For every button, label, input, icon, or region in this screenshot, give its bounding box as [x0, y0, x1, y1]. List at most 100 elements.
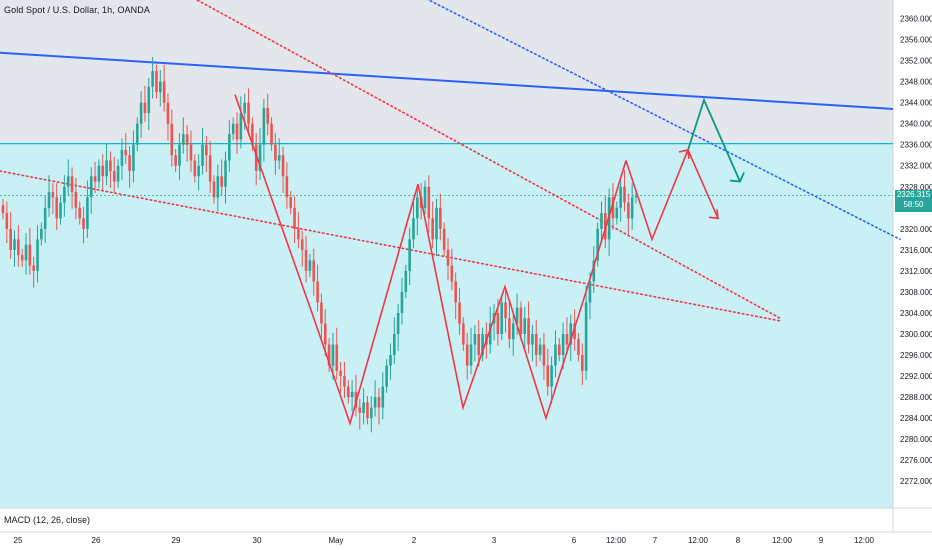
candle	[550, 365, 553, 387]
candle	[155, 71, 158, 93]
y-tick-label: 2276.000	[900, 456, 932, 465]
candle	[212, 181, 216, 198]
candle	[231, 123, 235, 135]
candle	[320, 302, 323, 324]
y-tick-label: 2272.000	[900, 477, 932, 486]
candle	[404, 270, 408, 292]
y-tick-label: 2336.000	[900, 141, 932, 150]
candle	[454, 281, 457, 303]
x-tick-label: 8	[736, 536, 741, 545]
candle	[162, 81, 166, 103]
candle	[270, 123, 273, 145]
candle	[43, 207, 47, 229]
last-price-value: 2326.315	[896, 189, 931, 199]
candle	[20, 255, 24, 261]
candle	[304, 249, 308, 271]
candle	[462, 323, 465, 345]
candle	[393, 334, 396, 356]
y-tick-label: 2344.000	[900, 99, 932, 108]
candle	[170, 123, 174, 156]
y-tick-label: 2332.000	[900, 162, 932, 171]
candle	[308, 260, 312, 271]
candle	[358, 407, 362, 413]
y-tick-label: 2340.000	[900, 120, 932, 129]
y-tick-label: 2312.000	[900, 267, 932, 276]
candle	[373, 397, 377, 408]
x-tick-label: 12:00	[772, 536, 793, 545]
candle	[538, 344, 542, 356]
candle	[28, 244, 32, 266]
projection-path	[625, 149, 689, 242]
candle	[408, 239, 411, 271]
y-tick-label: 2296.000	[900, 351, 932, 360]
candle	[366, 402, 369, 419]
y-tick-label: 2316.000	[900, 246, 932, 255]
bearish-projection	[687, 149, 719, 219]
y-tick-label: 2352.000	[900, 57, 932, 66]
candle	[389, 355, 392, 366]
candle	[542, 344, 546, 366]
y-tick-label: 2304.000	[900, 309, 932, 318]
candle	[546, 365, 550, 387]
chart-title: Gold Spot / U.S. Dollar, 1h, OANDA	[4, 5, 150, 15]
candle	[423, 186, 427, 208]
candle	[235, 123, 239, 140]
y-tick-label: 2284.000	[900, 414, 932, 423]
x-tick-label: 2	[412, 536, 417, 545]
candle	[251, 123, 254, 145]
y-tick-label: 2356.000	[900, 36, 932, 45]
candle	[477, 334, 481, 356]
candle	[124, 149, 128, 156]
x-tick-label: 6	[572, 536, 577, 545]
candle	[496, 312, 500, 334]
candle	[197, 165, 200, 177]
candle	[266, 107, 270, 124]
candle	[561, 334, 565, 356]
candle	[239, 113, 243, 140]
candle	[600, 213, 603, 229]
candle	[527, 318, 530, 345]
candle	[82, 218, 85, 229]
candle	[446, 249, 450, 266]
bear-arrow-icon	[708, 209, 719, 220]
x-tick-label: 12:00	[606, 536, 627, 545]
candle	[619, 186, 622, 208]
x-tick-label: 25	[14, 536, 23, 545]
candle	[458, 302, 461, 324]
candle	[1, 205, 5, 214]
candle	[178, 144, 181, 166]
x-tick-label: 12:00	[688, 536, 709, 545]
candle	[611, 197, 615, 219]
x-tick-label: 3	[492, 536, 497, 545]
x-tick-label: May	[328, 536, 343, 545]
candle	[554, 344, 557, 366]
candle	[97, 165, 101, 182]
candle	[13, 239, 16, 250]
candle	[220, 176, 223, 187]
candle	[274, 144, 277, 161]
candle	[254, 144, 258, 171]
candle	[534, 334, 538, 356]
candle	[592, 260, 596, 282]
candle	[627, 202, 630, 219]
candle	[86, 197, 89, 229]
y-tick-label: 2280.000	[900, 435, 932, 444]
candle	[51, 192, 55, 198]
candle	[400, 291, 404, 313]
candle	[412, 218, 415, 240]
candle	[5, 213, 9, 229]
candle	[481, 334, 484, 356]
y-tick-label: 2308.000	[900, 288, 932, 297]
candle	[573, 323, 576, 340]
candle	[630, 197, 634, 219]
bullish-projection	[687, 97, 741, 182]
candle	[381, 386, 385, 408]
resistance-trendline	[0, 51, 894, 110]
candle	[47, 192, 51, 208]
macd-label[interactable]: MACD (12, 26, close)	[4, 515, 91, 525]
candle	[439, 207, 442, 229]
candle	[247, 102, 250, 124]
y-tick-label: 2292.000	[900, 372, 932, 381]
